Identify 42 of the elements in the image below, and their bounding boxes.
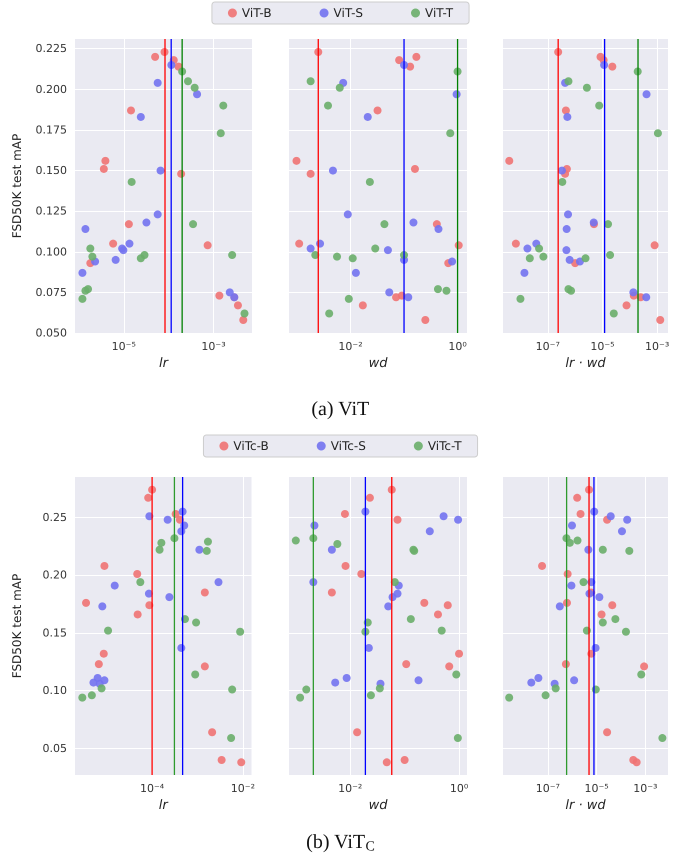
x-tick-label: 10⁰ bbox=[450, 782, 469, 795]
legend-label: ViTc-B bbox=[233, 439, 269, 453]
text: (a) ViT bbox=[311, 398, 370, 420]
y-axis-title: FSD50K test mAP bbox=[10, 574, 24, 678]
legend-label: ViTc-T bbox=[428, 439, 462, 453]
y-tick-label: 0.075 bbox=[36, 286, 67, 299]
y-tick-label: 0.125 bbox=[36, 204, 67, 218]
y-tick-label: 0.150 bbox=[36, 164, 67, 178]
y-tick-label: 0.20 bbox=[42, 568, 67, 582]
x-axis-title: lr bbox=[158, 798, 170, 813]
x-tick-label: 10⁰ bbox=[448, 340, 468, 353]
y-tick-label: 0.15 bbox=[42, 626, 67, 640]
x-tick-label: 10⁻² bbox=[338, 340, 363, 353]
x-tick-label: 10⁻³ bbox=[645, 340, 670, 353]
x-tick-label: 10⁻⁵ bbox=[590, 340, 615, 353]
x-tick-label: 10⁻⁵ bbox=[112, 340, 136, 353]
y-tick-label: 0.050 bbox=[36, 326, 67, 340]
legend-label: ViTc-S bbox=[330, 439, 366, 453]
x-tick-label: 10⁻³ bbox=[201, 340, 226, 353]
x-tick-label: 10⁻² bbox=[230, 782, 256, 795]
x-axis-title: lr · wd bbox=[565, 356, 606, 371]
legend-label: ViT-B bbox=[242, 6, 272, 20]
x-tick-label: 10⁻⁷ bbox=[536, 782, 560, 795]
y-tick-label: 0.100 bbox=[36, 245, 67, 258]
legend-label: ViT-S bbox=[334, 6, 364, 20]
x-axis-title: wd bbox=[368, 356, 388, 371]
x-axis-title: lr bbox=[159, 356, 170, 371]
y-tick-label: 0.10 bbox=[42, 684, 67, 698]
x-tick-label: 10⁻⁵ bbox=[584, 782, 609, 795]
y-tick-label: 0.200 bbox=[36, 82, 67, 96]
legend-label: ViT-T bbox=[425, 6, 454, 20]
y-tick-label: 0.05 bbox=[42, 742, 67, 755]
x-axis-title: lr · wd bbox=[565, 798, 606, 813]
y-axis-title: FSD50K test mAP bbox=[10, 134, 24, 238]
y-tick-label: 0.225 bbox=[36, 42, 67, 56]
x-axis-title: wd bbox=[368, 798, 388, 813]
y-tick-label: 0.25 bbox=[42, 510, 67, 524]
y-tick-label: 0.175 bbox=[36, 123, 67, 136]
x-tick-label: 10⁻⁷ bbox=[536, 340, 560, 353]
x-tick-label: 10⁻² bbox=[338, 782, 362, 795]
x-tick-label: 10⁻³ bbox=[633, 782, 658, 795]
x-tick-label: 10⁻⁴ bbox=[140, 782, 165, 795]
